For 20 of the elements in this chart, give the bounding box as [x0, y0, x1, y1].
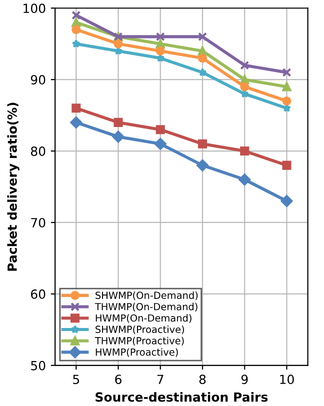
y-tick-label: 80	[30, 146, 46, 156]
y-tick-label: 90	[30, 75, 46, 85]
x-tick-label: 5	[73, 374, 80, 384]
legend-label: SHWMP(Proactive)	[96, 326, 184, 334]
x-tick-label: 8	[199, 374, 206, 384]
x-tick-label: 7	[157, 374, 164, 384]
y-tick-label: 50	[31, 360, 46, 370]
legend-label: HWMP(Proactive)	[96, 348, 178, 357]
y-tick-label: 60	[31, 289, 46, 299]
legend-label: THWMP(Proactive)	[94, 336, 184, 346]
x-tick-label: 10	[280, 374, 294, 384]
legend-label: HWMP(On-Demand)	[96, 314, 192, 323]
x-axis-title: Source-destination Pairs	[96, 392, 268, 402]
legend-label: SHWMP(On-Demand)	[96, 291, 198, 300]
legend-label: THWMP(On-Demand)	[94, 302, 198, 312]
x-tick-label: 6	[115, 374, 122, 384]
x-tick-label: 9	[241, 374, 248, 384]
y-axis-title: Packet delivery ratio(%)	[7, 102, 20, 271]
y-tick-label: 100	[24, 4, 46, 14]
y-tick-label: 70	[31, 218, 46, 228]
